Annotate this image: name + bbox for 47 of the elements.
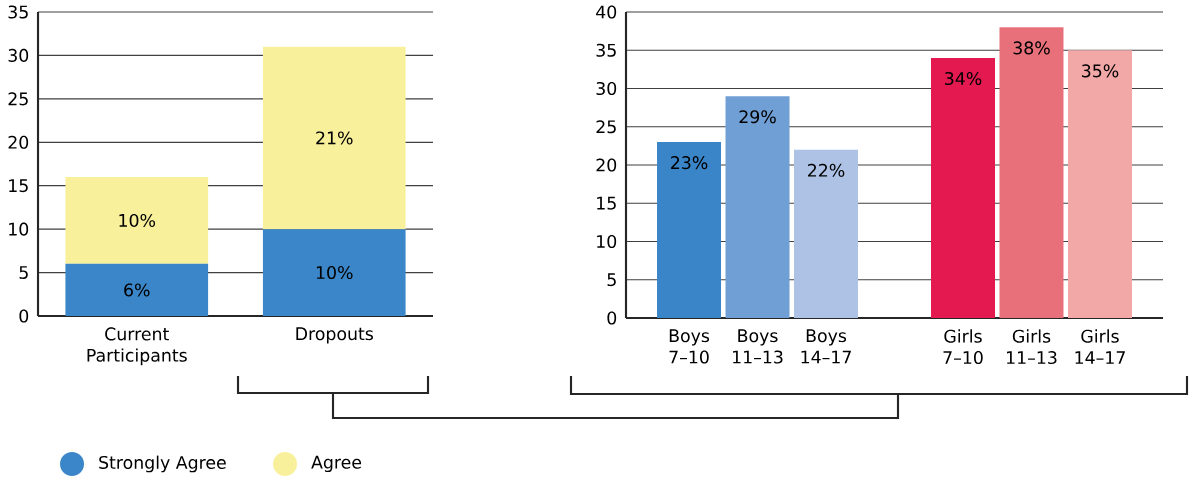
- y-tick-label: 5: [19, 266, 28, 280]
- y-tick-label: 30: [8, 48, 29, 62]
- bar: [65, 263, 209, 316]
- data-label: 22%: [808, 163, 845, 177]
- bar: [262, 229, 406, 316]
- y-tick-label: 10: [597, 234, 617, 249]
- y-tick-label: 20: [596, 158, 617, 172]
- data-label: 21%: [316, 131, 353, 145]
- bar: [262, 46, 406, 230]
- x-tick-label: Dropouts: [296, 327, 373, 344]
- x-tick-label: Boys 14–17: [801, 329, 851, 364]
- bar: [657, 142, 722, 318]
- x-tick-label: Girls 14–17: [1075, 329, 1125, 364]
- y-tick-label: 35: [596, 43, 616, 57]
- y-tick-label: 0: [19, 309, 29, 323]
- data-label: 23%: [671, 156, 708, 170]
- y-tick-label: 30: [596, 81, 617, 96]
- y-tick-label: 25: [596, 120, 616, 134]
- bar: [794, 149, 859, 318]
- bar: [725, 96, 790, 318]
- y-tick-label: 20: [8, 135, 29, 149]
- y-tick-label: 0: [607, 311, 617, 325]
- data-label: 34%: [945, 71, 982, 86]
- bar: [1067, 50, 1132, 318]
- legend-label: Agree: [311, 455, 362, 473]
- x-tick-label: Current Participants: [87, 327, 187, 366]
- data-label: 10%: [119, 213, 156, 228]
- data-label: 10%: [316, 266, 353, 280]
- x-tick-label: Girls 11–13: [1007, 329, 1057, 365]
- data-label: 38%: [1013, 41, 1050, 55]
- y-tick-label: 15: [9, 179, 28, 193]
- y-tick-label: 15: [597, 196, 616, 210]
- y-tick-label: 35: [8, 5, 28, 19]
- x-tick-label: Boys 7–10: [669, 329, 710, 364]
- x-tick-label: Girls 7–10: [943, 329, 983, 365]
- y-tick-label: 5: [607, 273, 616, 287]
- bar: [999, 27, 1064, 318]
- y-tick-label: 10: [9, 222, 29, 236]
- legend-label: Strongly Agree: [99, 455, 226, 473]
- y-tick-label: 25: [8, 92, 28, 106]
- bar: [65, 177, 209, 264]
- data-label: 29%: [739, 110, 776, 124]
- data-label: 35%: [1082, 64, 1119, 78]
- x-tick-label: Boys 11–13: [733, 329, 783, 364]
- bar: [931, 57, 995, 318]
- y-tick-label: 40: [596, 5, 617, 19]
- data-label: 6%: [124, 283, 150, 297]
